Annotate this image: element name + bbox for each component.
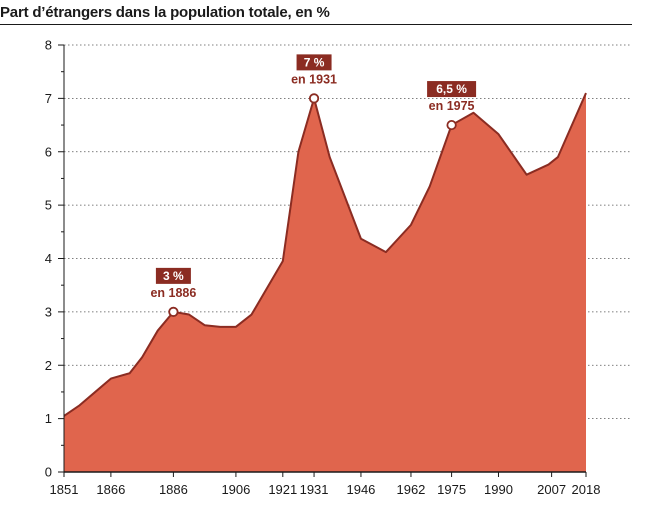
x-tick-label: 1946 — [346, 482, 375, 497]
x-tick-label: 1851 — [50, 482, 79, 497]
title-rule — [0, 24, 632, 25]
annotation-label-box — [296, 54, 332, 71]
x-tick-label: 1975 — [437, 482, 466, 497]
annotation-marker — [308, 93, 320, 104]
x-tick-label: 1906 — [221, 482, 250, 497]
annotation-year-label: en 1886 — [150, 286, 196, 300]
series-line — [63, 92, 587, 417]
x-tick-label: 1990 — [484, 482, 513, 497]
series-area — [64, 93, 586, 472]
x-tick-label: 1921 — [268, 482, 297, 497]
y-tick-label: 6 — [45, 144, 52, 159]
x-tick-label: 2007 — [537, 482, 566, 497]
y-tick-label: 1 — [45, 411, 52, 426]
y-tick-label: 4 — [45, 251, 52, 266]
annotation-marker — [446, 119, 457, 131]
annotation-label-box — [427, 81, 477, 98]
annotation-value-label: 3 % — [163, 269, 184, 283]
annotation-year-label: en 1975 — [429, 99, 475, 113]
y-tick-label: 3 — [45, 304, 52, 319]
y-tick-label: 7 — [45, 91, 52, 106]
x-tick-label: 1866 — [96, 482, 125, 497]
annotation-value-label: 6,5 % — [436, 82, 467, 96]
x-tick-label: 1931 — [300, 482, 329, 497]
chart-title: Part d’étrangers dans la population tota… — [0, 4, 330, 21]
annotation-value-label: 7 % — [304, 55, 325, 69]
annotation-year-label: en 1931 — [291, 72, 337, 86]
annotation-marker — [168, 306, 179, 317]
x-tick-label: 2018 — [572, 482, 601, 497]
y-tick-label: 5 — [45, 198, 52, 213]
y-tick-label: 2 — [45, 358, 52, 373]
y-tick-label: 0 — [45, 465, 52, 480]
x-tick-label: 1886 — [159, 482, 188, 497]
x-tick-label: 1962 — [396, 482, 425, 497]
y-tick-label: 8 — [45, 38, 52, 53]
annotation-label-box — [155, 267, 191, 284]
